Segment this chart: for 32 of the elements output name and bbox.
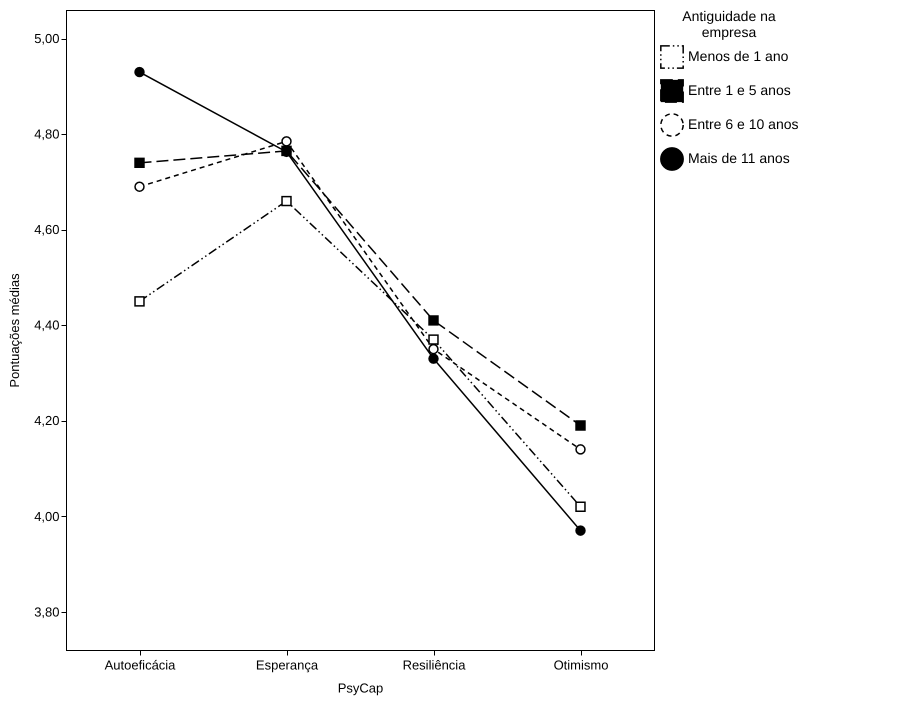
point (428, 334, 439, 345)
legend-label: Menos de 1 ano (688, 48, 789, 64)
point (134, 296, 145, 307)
y-tick-label: 5,00 (34, 31, 60, 46)
legend-label: Entre 6 e 10 anos (688, 116, 799, 132)
point (428, 353, 439, 364)
point (575, 420, 586, 431)
point (134, 158, 145, 168)
y-tick-label: 4,80 (34, 126, 60, 142)
legend-title: Antiguidade na empresa (682, 8, 776, 40)
y-tick-label: 3,80 (34, 604, 60, 620)
x-tick-label: Autoeficácia (104, 658, 176, 672)
point (134, 182, 145, 192)
y-axis-title: Pontuações médias (7, 272, 22, 388)
x-tick-label: Esperança (256, 658, 319, 672)
point (134, 66, 145, 78)
point (575, 525, 586, 536)
point (575, 444, 586, 455)
x-axis-title: PsyCap (338, 680, 384, 696)
legend-label: Mais de 11 anos (688, 150, 790, 166)
y-tick-label: 4,60 (34, 222, 60, 238)
y-tick-label: 4,00 (34, 508, 60, 524)
point (281, 136, 292, 147)
y-tick-label: 4,40 (34, 318, 60, 333)
point (575, 501, 586, 512)
point (428, 315, 439, 326)
legend-label: Entre 1 e 5 anos (688, 82, 791, 98)
x-tick-label: Resiliência (402, 658, 466, 672)
x-tick-label: Otimismo (554, 658, 608, 672)
y-tick-label: 4,20 (34, 413, 60, 428)
point (428, 344, 439, 354)
point (281, 196, 292, 206)
